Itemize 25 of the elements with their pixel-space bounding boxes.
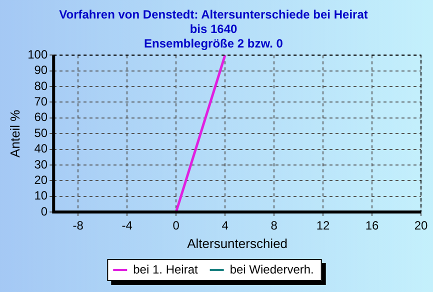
y-tick-label: 30 (34, 157, 48, 172)
legend-label: bei 1. Heirat (133, 262, 198, 276)
y-tick-label: 60 (34, 110, 48, 124)
x-tick-label: 16 (365, 218, 380, 233)
y-tick-label: 0 (40, 204, 48, 218)
y-tick-label: 20 (34, 172, 48, 187)
y-tick-label: 40 (34, 142, 48, 156)
x-tick-label: 8 (270, 218, 278, 233)
chart-subtitle: bis 1640 Ensemblegröße 2 bzw. 0 (144, 22, 284, 50)
y-tick-label: 80 (34, 78, 48, 93)
y-tick-label: 100 (28, 48, 48, 62)
y-tick-label: 50 (34, 126, 48, 140)
legend-label: bei Wiederverh. (230, 262, 314, 276)
y-tick-label: 90 (34, 63, 48, 78)
x-tick-label: -8 (72, 218, 84, 233)
x-axis-title: Altersunterschied (187, 236, 288, 251)
x-tick-label: 4 (222, 218, 229, 233)
x-tick-label: -4 (122, 218, 133, 233)
x-tick-label: 0 (172, 218, 180, 233)
y-tick-label: 10 (34, 188, 48, 203)
chart-title: Vorfahren von Denstedt: Altersunterschiede bei Heirat (59, 8, 368, 22)
x-tick-label: 12 (316, 218, 330, 233)
y-axis-title: Anteil % (7, 109, 22, 158)
x-tick-label: 20 (414, 218, 428, 233)
y-tick-label: 70 (34, 94, 48, 109)
